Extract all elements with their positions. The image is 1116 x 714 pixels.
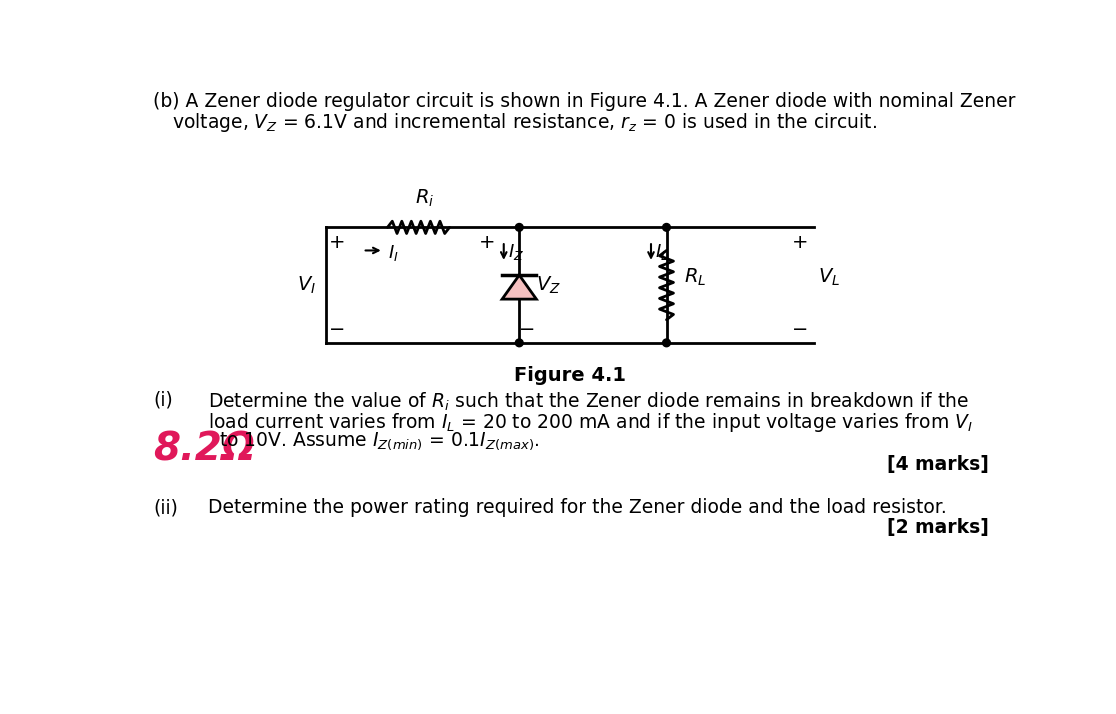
Circle shape [516,223,523,231]
Circle shape [663,223,671,231]
Text: Figure 4.1: Figure 4.1 [513,366,626,385]
Circle shape [663,339,671,347]
Polygon shape [502,275,537,299]
Circle shape [516,339,523,347]
Text: $I_I$: $I_I$ [387,243,398,263]
Text: $V_I$: $V_I$ [297,274,316,296]
Text: Determine the power rating required for the Zener diode and the load resistor.: Determine the power rating required for … [208,498,946,518]
Text: $V_Z$: $V_Z$ [537,274,561,296]
Text: $V_L$: $V_L$ [818,267,839,288]
Text: (b) A Zener diode regulator circuit is shown in Figure 4.1. A Zener diode with n: (b) A Zener diode regulator circuit is s… [153,92,1016,111]
Text: 8.2Ω: 8.2Ω [153,431,256,468]
Text: +: + [791,233,808,252]
Text: [2 marks]: [2 marks] [887,518,989,538]
Text: −: − [519,319,536,338]
Text: $I_Z$: $I_Z$ [508,242,523,262]
Text: +: + [479,233,496,252]
Text: −: − [329,319,345,338]
Text: (ii): (ii) [153,498,179,518]
Text: −: − [791,319,808,338]
Text: +: + [329,233,345,252]
Text: $R_L$: $R_L$ [683,267,706,288]
Text: to 10V. Assume $\mathit{I_{Z(min)}}$ = 0.1$\mathit{I_{Z(max)}}$.: to 10V. Assume $\mathit{I_{Z(min)}}$ = 0… [220,431,540,452]
Text: [4 marks]: [4 marks] [887,456,989,474]
Text: $I_L$: $I_L$ [655,242,668,262]
Text: load current varies from $\mathit{I_L}$ = 20 to 200 mA and if the input voltage : load current varies from $\mathit{I_L}$ … [208,411,972,433]
Text: (i): (i) [153,391,173,410]
Text: voltage, $V_Z$ = 6.1V and incremental resistance, $r_z$ = 0 is used in the circu: voltage, $V_Z$ = 6.1V and incremental re… [172,111,877,134]
Text: Determine the value of $\mathit{R_i}$ such that the Zener diode remains in break: Determine the value of $\mathit{R_i}$ su… [208,391,969,413]
Text: $R_i$: $R_i$ [415,188,434,209]
